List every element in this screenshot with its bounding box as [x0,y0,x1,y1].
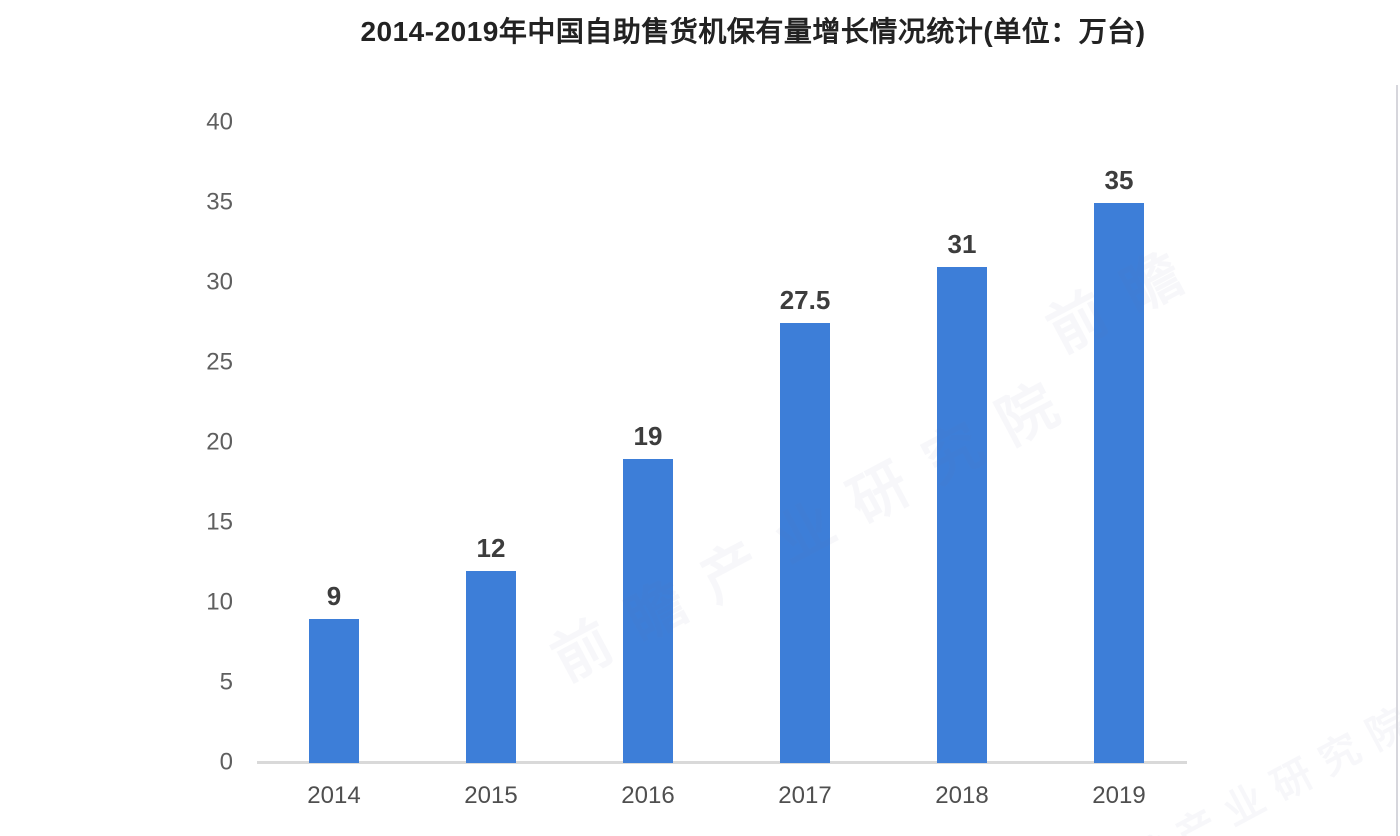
chart-title: 2014-2019年中国自助售货机保有量增长情况统计(单位：万台) [360,16,1146,47]
y-tick-label: 20 [206,428,233,456]
bar-value-label: 31 [947,229,977,259]
bar-2016 [623,459,673,763]
x-axis-line [257,761,1187,764]
y-tick-label: 10 [206,588,233,616]
page-edge-line [1396,85,1398,836]
bar-value-label: 19 [633,421,663,451]
bar-2014 [309,619,359,763]
x-tick-label: 2016 [621,782,675,809]
bar-value-label: 9 [326,581,342,611]
bar-2019 [1094,203,1144,763]
x-tick-label: 2017 [778,782,832,809]
x-tick-label: 2018 [935,782,989,809]
bar-2018 [937,267,987,763]
bar-2015 [466,571,516,763]
bar-2017 [780,323,830,763]
y-tick-label: 40 [206,108,233,136]
y-tick-label: 5 [219,668,233,696]
y-tick-label: 30 [206,268,233,296]
y-tick-label: 35 [206,188,233,216]
bar-value-label: 27.5 [779,285,831,315]
y-tick-label: 0 [219,748,233,776]
bar-value-label: 12 [476,533,506,563]
y-tick-label: 25 [206,348,233,376]
x-tick-label: 2015 [464,782,518,809]
bar-value-label: 35 [1104,165,1134,195]
x-tick-label: 2019 [1092,782,1146,809]
x-tick-label: 2014 [307,782,361,809]
y-tick-label: 15 [206,508,233,536]
